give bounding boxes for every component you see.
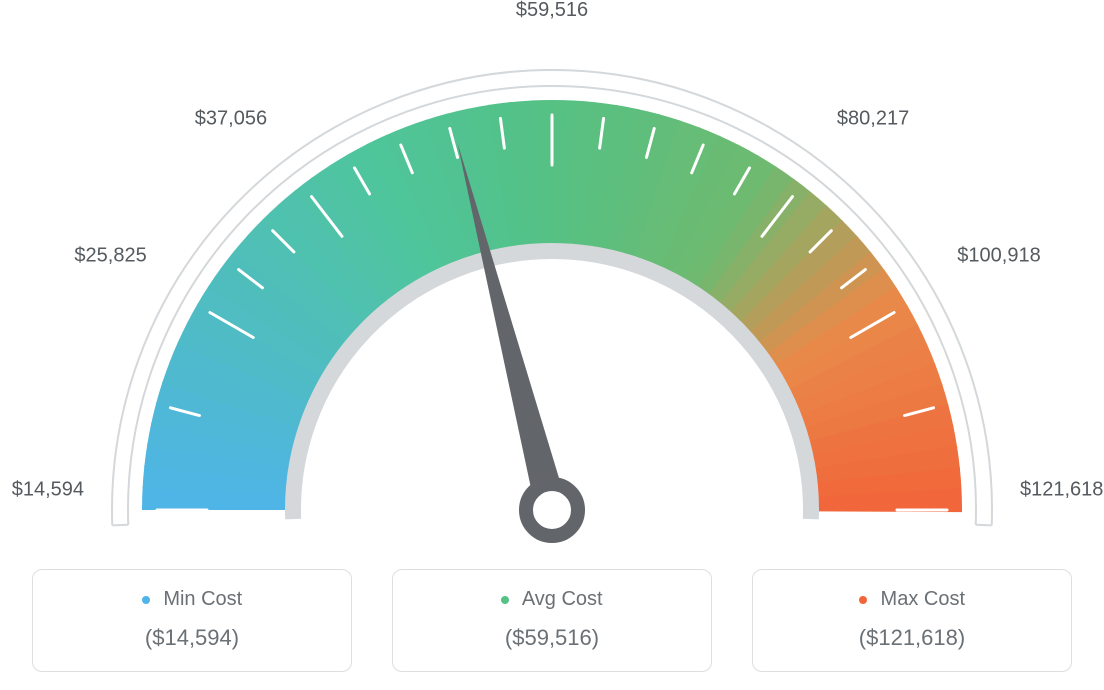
- legend-card-max: Max Cost ($121,618): [752, 569, 1072, 672]
- cost-gauge: $14,594 $25,825 $37,056 $59,516 $80,217 $100,…: [0, 0, 1104, 540]
- dot-icon: [142, 596, 150, 604]
- legend-title-min: Min Cost: [43, 588, 341, 611]
- legend-title-label: Min Cost: [163, 588, 242, 610]
- legend-card-avg: Avg Cost ($59,516): [392, 569, 712, 672]
- gauge-tick-label: $121,618: [1020, 479, 1103, 502]
- legend-title-avg: Avg Cost: [403, 588, 701, 611]
- gauge-tick-label: $80,217: [837, 107, 909, 130]
- dot-icon: [501, 596, 509, 604]
- legend-row: Min Cost ($14,594) Avg Cost ($59,516) Ma…: [0, 569, 1104, 672]
- legend-value-avg: ($59,516): [403, 625, 701, 651]
- dot-icon: [859, 596, 867, 604]
- legend-card-min: Min Cost ($14,594): [32, 569, 352, 672]
- legend-title-label: Max Cost: [881, 588, 965, 610]
- gauge-tick-label: $25,825: [74, 245, 146, 268]
- legend-title-label: Avg Cost: [522, 588, 603, 610]
- gauge-svg: [0, 20, 1104, 560]
- gauge-tick-label: $59,516: [516, 0, 588, 22]
- legend-value-min: ($14,594): [43, 625, 341, 651]
- gauge-tick-label: $14,594: [12, 479, 84, 502]
- gauge-tick-label: $37,056: [195, 107, 267, 130]
- legend-title-max: Max Cost: [763, 588, 1061, 611]
- legend-value-max: ($121,618): [763, 625, 1061, 651]
- gauge-tick-label: $100,918: [957, 245, 1040, 268]
